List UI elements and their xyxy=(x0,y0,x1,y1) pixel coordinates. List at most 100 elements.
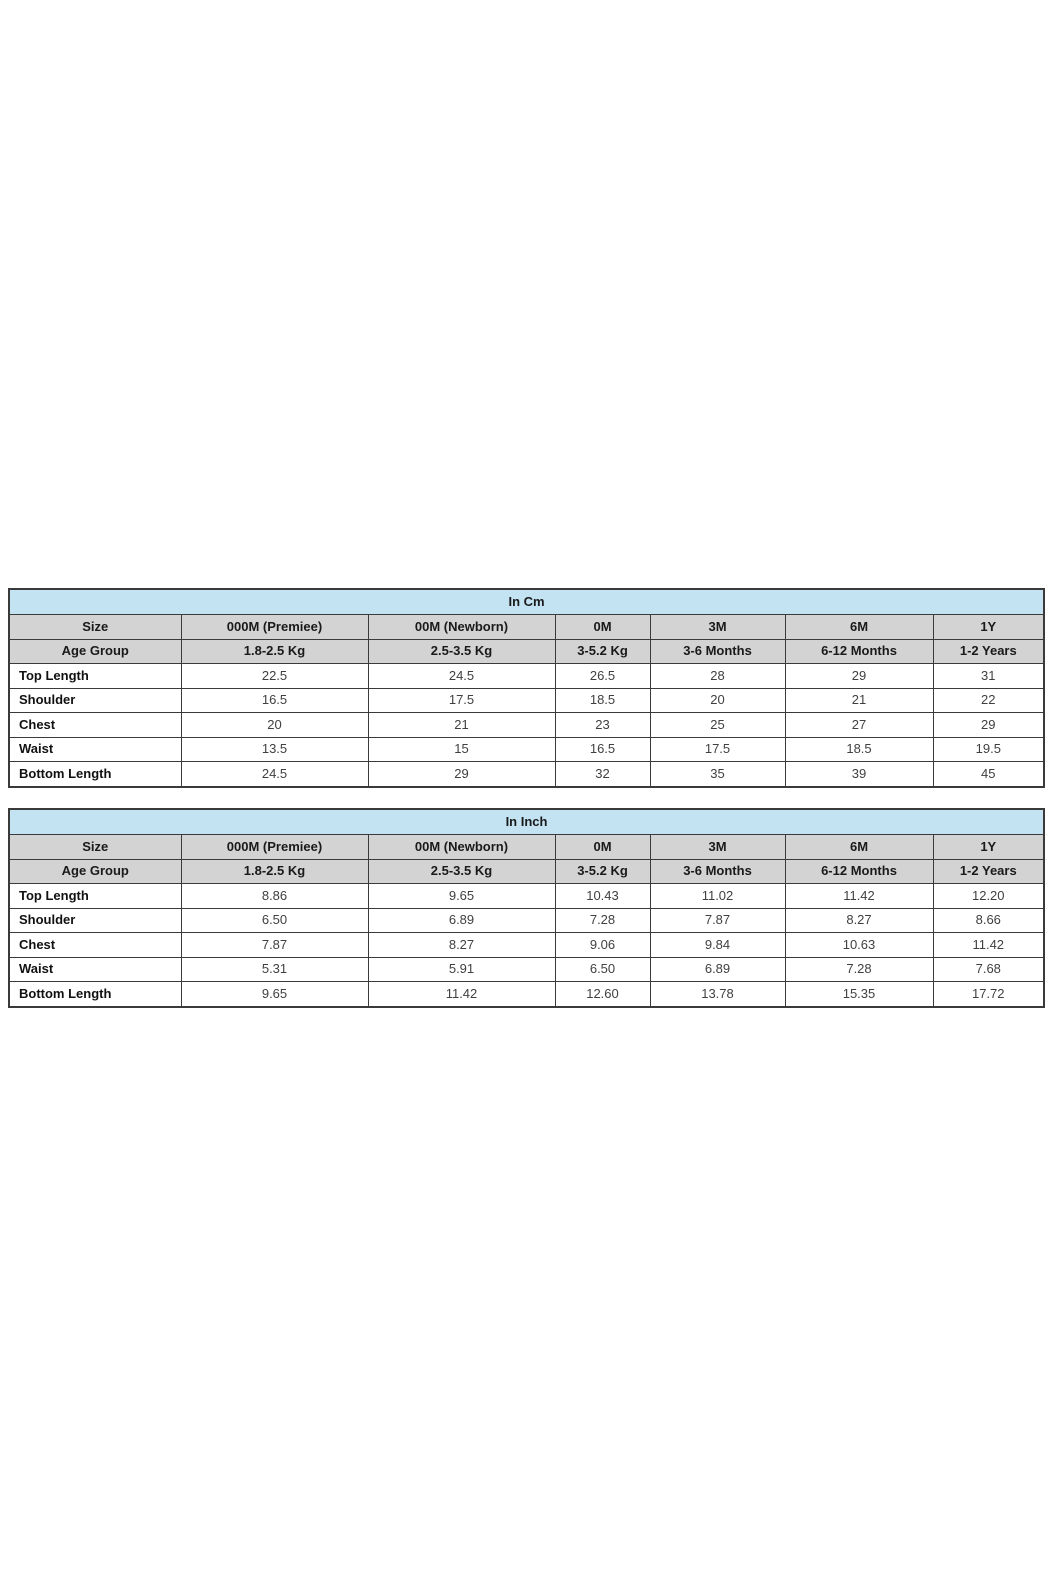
measurement-value: 29 xyxy=(367,761,556,787)
size-column-header: 1Y xyxy=(932,834,1045,860)
measurement-value: 12.20 xyxy=(932,883,1045,909)
measurement-value: 5.91 xyxy=(367,956,556,982)
size-column-header: 6M xyxy=(784,834,934,860)
measurement-value: 17.5 xyxy=(649,736,786,762)
measurement-value: 12.60 xyxy=(554,981,651,1007)
age-group-label: Age Group xyxy=(8,858,182,884)
size-column-header: 00M (Newborn) xyxy=(367,614,556,640)
age-group-header: 3-6 Months xyxy=(649,638,786,664)
table-title: In Cm xyxy=(8,588,1045,615)
measurement-value: 21 xyxy=(367,712,556,738)
measurement-value: 8.27 xyxy=(367,932,556,958)
measurement-value: 35 xyxy=(649,761,786,787)
age-group-header: 3-5.2 Kg xyxy=(554,858,651,884)
table-row: Shoulder 6.50 6.89 7.28 7.87 8.27 8.66 xyxy=(8,907,1045,933)
age-group-header: 6-12 Months xyxy=(784,638,934,664)
measurement-row-label: Bottom Length xyxy=(8,761,182,787)
measurement-value: 19.5 xyxy=(932,736,1045,762)
measurement-value: 29 xyxy=(932,712,1045,738)
measurement-value: 16.5 xyxy=(180,687,369,713)
measurement-value: 32 xyxy=(554,761,651,787)
measurement-value: 17.5 xyxy=(367,687,556,713)
measurement-value: 9.65 xyxy=(367,883,556,909)
size-header-label: Size xyxy=(8,834,182,860)
measurement-value: 15.35 xyxy=(784,981,934,1007)
measurement-value: 18.5 xyxy=(784,736,934,762)
size-chart-table-inch: In Inch Size 000M (Premiee) 00M (Newborn) 0M… xyxy=(8,808,1046,1008)
measurement-value: 17.72 xyxy=(932,981,1045,1007)
size-column-header: 3M xyxy=(649,834,786,860)
measurement-value: 11.42 xyxy=(367,981,556,1007)
measurement-value: 21 xyxy=(784,687,934,713)
age-group-header: 1-2 Years xyxy=(932,858,1045,884)
measurement-value: 6.50 xyxy=(180,907,369,933)
measurement-value: 6.50 xyxy=(554,956,651,982)
measurement-value: 23 xyxy=(554,712,651,738)
size-header-row: Size 000M (Premiee) 00M (Newborn) 0M 3M 6M 1Y xyxy=(8,834,1045,860)
measurement-value: 9.06 xyxy=(554,932,651,958)
measurement-value: 31 xyxy=(932,663,1045,689)
measurement-value: 13.5 xyxy=(180,736,369,762)
measurement-value: 8.86 xyxy=(180,883,369,909)
table-title: In Inch xyxy=(8,808,1045,835)
age-group-label: Age Group xyxy=(8,638,182,664)
measurement-value: 45 xyxy=(932,761,1045,787)
table-title-row: In Inch xyxy=(8,808,1045,835)
measurement-value: 16.5 xyxy=(554,736,651,762)
size-column-header: 1Y xyxy=(932,614,1045,640)
measurement-value: 7.68 xyxy=(932,956,1045,982)
measurement-row-label: Top Length xyxy=(8,883,182,909)
age-group-header-row: Age Group 1.8-2.5 Kg 2.5-3.5 Kg 3-5.2 Kg 3-6… xyxy=(8,638,1045,664)
measurement-value: 22.5 xyxy=(180,663,369,689)
age-group-header: 1.8-2.5 Kg xyxy=(180,858,369,884)
measurement-value: 11.42 xyxy=(784,883,934,909)
measurement-value: 9.65 xyxy=(180,981,369,1007)
measurement-value: 25 xyxy=(649,712,786,738)
age-group-header: 1.8-2.5 Kg xyxy=(180,638,369,664)
table-row: Shoulder 16.5 17.5 18.5 20 21 22 xyxy=(8,687,1045,713)
measurement-value: 11.42 xyxy=(932,932,1045,958)
measurement-value: 6.89 xyxy=(649,956,786,982)
table-title-row: In Cm xyxy=(8,588,1045,615)
measurement-value: 18.5 xyxy=(554,687,651,713)
measurement-value: 20 xyxy=(180,712,369,738)
measurement-row-label: Bottom Length xyxy=(8,981,182,1007)
age-group-header: 6-12 Months xyxy=(784,858,934,884)
measurement-value: 29 xyxy=(784,663,934,689)
measurement-row-label: Waist xyxy=(8,736,182,762)
measurement-value: 24.5 xyxy=(180,761,369,787)
measurement-value: 8.66 xyxy=(932,907,1045,933)
age-group-header: 3-5.2 Kg xyxy=(554,638,651,664)
measurement-value: 5.31 xyxy=(180,956,369,982)
measurement-row-label: Chest xyxy=(8,932,182,958)
table-row: Waist 5.31 5.91 6.50 6.89 7.28 7.68 xyxy=(8,956,1045,982)
table-row: Bottom Length 9.65 11.42 12.60 13.78 15.35 17.… xyxy=(8,981,1045,1007)
size-column-header: 0M xyxy=(554,834,651,860)
measurement-value: 8.27 xyxy=(784,907,934,933)
measurement-value: 7.28 xyxy=(784,956,934,982)
measurement-value: 9.84 xyxy=(649,932,786,958)
age-group-header-row: Age Group 1.8-2.5 Kg 2.5-3.5 Kg 3-5.2 Kg 3-6… xyxy=(8,858,1045,884)
measurement-row-label: Chest xyxy=(8,712,182,738)
measurement-row-label: Top Length xyxy=(8,663,182,689)
measurement-value: 24.5 xyxy=(367,663,556,689)
size-column-header: 6M xyxy=(784,614,934,640)
measurement-value: 7.87 xyxy=(180,932,369,958)
table-row: Waist 13.5 15 16.5 17.5 18.5 19.5 xyxy=(8,736,1045,762)
size-column-header: 000M (Premiee) xyxy=(180,834,369,860)
size-column-header: 00M (Newborn) xyxy=(367,834,556,860)
measurement-value: 10.63 xyxy=(784,932,934,958)
table-row: Bottom Length 24.5 29 32 35 39 45 xyxy=(8,761,1045,787)
size-column-header: 3M xyxy=(649,614,786,640)
age-group-header: 2.5-3.5 Kg xyxy=(367,858,556,884)
measurement-value: 15 xyxy=(367,736,556,762)
measurement-row-label: Waist xyxy=(8,956,182,982)
measurement-value: 26.5 xyxy=(554,663,651,689)
measurement-value: 7.28 xyxy=(554,907,651,933)
measurement-value: 6.89 xyxy=(367,907,556,933)
measurement-value: 11.02 xyxy=(649,883,786,909)
table-row: Chest 20 21 23 25 27 29 xyxy=(8,712,1045,738)
size-column-header: 000M (Premiee) xyxy=(180,614,369,640)
table-row: Top Length 22.5 24.5 26.5 28 29 31 xyxy=(8,663,1045,689)
